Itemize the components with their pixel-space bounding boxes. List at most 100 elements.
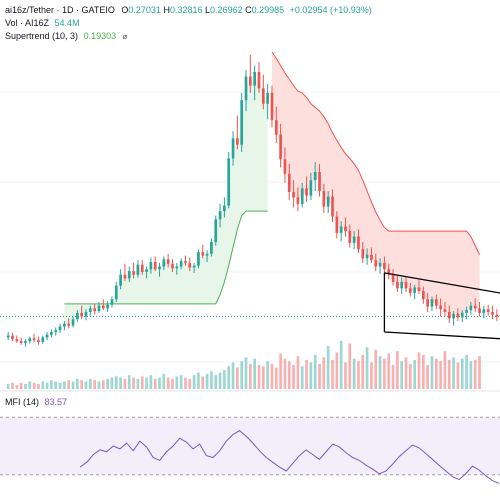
volume-bar [409, 363, 412, 389]
candle-body [24, 341, 27, 343]
candle-body [218, 211, 222, 220]
candle-body [283, 159, 287, 174]
candle [63, 321, 66, 331]
candle-body [270, 92, 274, 121]
candle-body [486, 309, 490, 312]
candle-body [370, 254, 373, 261]
candle-body [478, 308, 481, 313]
volume-bar [88, 378, 92, 389]
volume-bar [114, 376, 118, 389]
candle-body [443, 309, 447, 312]
volume-label[interactable]: Vol · AI16Z [5, 18, 50, 28]
candle [326, 191, 330, 213]
candle [24, 339, 27, 347]
volume-bar [127, 375, 131, 389]
volume-bar [37, 383, 40, 389]
candle-body [365, 254, 369, 259]
candle [478, 302, 481, 317]
candle-body [149, 262, 153, 270]
candle [127, 266, 131, 282]
candle [318, 163, 321, 197]
settings-icon[interactable]: ⌀ [122, 32, 128, 41]
candle-body [460, 312, 464, 318]
mfi-label[interactable]: MFI (14) [5, 397, 40, 407]
candle [253, 65, 257, 101]
drawing-wedge[interactable] [383, 272, 500, 340]
symbol-legend[interactable]: ai16z/Tether · 1D · GATEIO O0.27031 H0.3… [5, 5, 372, 15]
candle [236, 115, 239, 150]
candle-body [413, 287, 417, 293]
high-label: H [163, 5, 170, 15]
candle-body [344, 226, 347, 232]
volume-bar [261, 366, 265, 389]
candle [67, 318, 71, 329]
candle-body [257, 72, 261, 89]
candle [300, 182, 304, 208]
candle [37, 336, 40, 345]
candle [495, 309, 499, 322]
volume-bar [447, 359, 451, 389]
wedge-lines [383, 272, 500, 340]
mfi-legend[interactable]: MFI (14) 83.57 [5, 397, 67, 407]
volume-bar [28, 381, 32, 389]
volume-bar [417, 352, 421, 389]
candle [486, 304, 490, 316]
candle-body [387, 269, 391, 275]
candle [292, 180, 295, 208]
supertrend-legend[interactable]: Supertrend (10, 3) 0.19303 ⌀ [5, 31, 127, 41]
candle-body [361, 249, 365, 259]
volume-bar [32, 382, 36, 389]
candle-body [248, 76, 252, 86]
volume-bar [166, 377, 170, 389]
candle-body [162, 259, 166, 267]
candle [54, 327, 58, 336]
candle-body [231, 138, 235, 159]
candle [434, 294, 438, 310]
candle-body [158, 266, 161, 270]
candle [140, 260, 144, 275]
volume-bar [54, 381, 58, 389]
volume-bar [374, 349, 378, 389]
volume-bar [391, 365, 395, 389]
candle-body [313, 172, 317, 181]
candle [439, 298, 442, 317]
candle-body [309, 180, 313, 196]
candle [404, 276, 408, 292]
volume-bar [67, 380, 71, 389]
volume-bar [339, 341, 343, 389]
volume-bar [300, 366, 304, 389]
candle [101, 299, 105, 311]
candle-body [378, 262, 382, 267]
volume-bar [383, 358, 386, 389]
volume-bar [387, 353, 391, 389]
candle-body [114, 285, 118, 300]
volume-bar [287, 361, 291, 389]
volume-legend[interactable]: Vol · AI16Z 54.4M [5, 18, 80, 28]
volume-bar [313, 354, 317, 389]
candle-body [326, 196, 330, 207]
candle [352, 231, 356, 250]
candle-body [287, 173, 291, 192]
candle-body [274, 120, 278, 135]
candle [365, 248, 369, 265]
volume-bar [158, 377, 161, 389]
volume-value: 54.4M [54, 18, 80, 28]
volume-bar [400, 361, 404, 389]
volume-bar [443, 351, 447, 389]
supertrend-value: 0.19303 [83, 31, 117, 41]
candle [469, 302, 473, 315]
candle [387, 263, 391, 280]
high-value: 0.32816 [169, 5, 203, 15]
supertrend-label[interactable]: Supertrend (10, 3) [5, 31, 79, 41]
candle [400, 277, 404, 294]
candle-body [101, 305, 105, 309]
symbol-title[interactable]: ai16z/Tether · 1D · GATEIO [5, 5, 115, 15]
volume-bar [421, 354, 425, 389]
candle-body [6, 335, 10, 338]
candle [413, 284, 417, 300]
change-value: +0.02954 (+10.93%) [289, 5, 372, 15]
close-value: 0.29985 [251, 5, 285, 15]
candle [244, 70, 248, 112]
candle [240, 92, 244, 152]
